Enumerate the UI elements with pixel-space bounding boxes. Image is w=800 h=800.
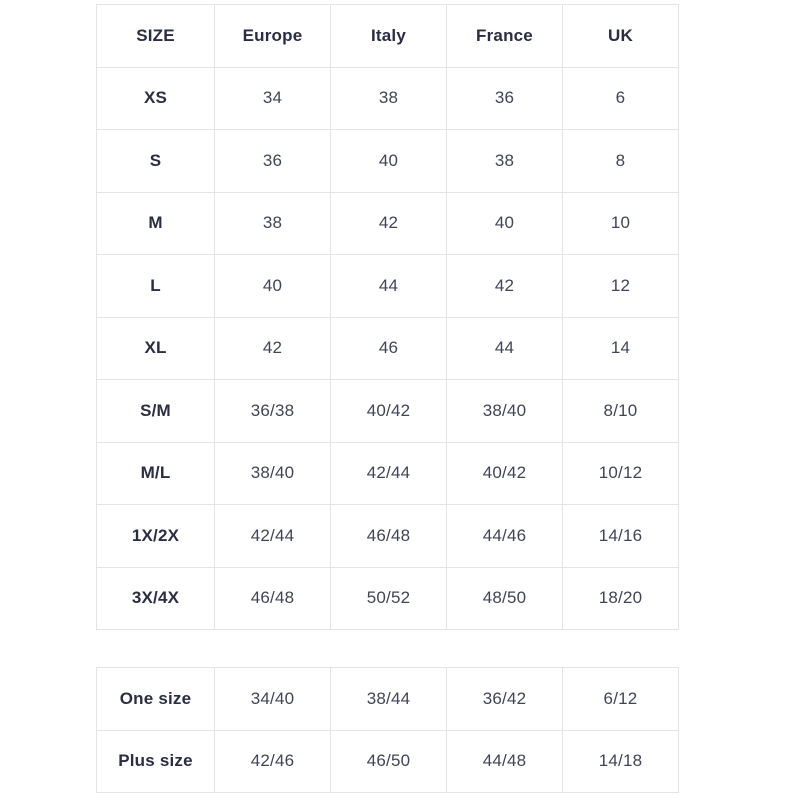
size-label: S xyxy=(96,129,215,193)
uk-value: 10 xyxy=(562,191,679,255)
europe-value: 42 xyxy=(214,316,331,380)
france-value: 44 xyxy=(446,316,563,380)
uk-value: 14/16 xyxy=(562,504,679,568)
column-header-france: France xyxy=(446,4,563,68)
size-label: 1X/2X xyxy=(96,504,215,568)
france-value: 48/50 xyxy=(446,566,563,630)
italy-value: 40 xyxy=(330,129,447,193)
table-header-row: SIZE Europe Italy France UK xyxy=(96,4,679,68)
uk-value: 14/18 xyxy=(562,729,679,793)
france-value: 42 xyxy=(446,254,563,318)
table-header: SIZE Europe Italy France UK xyxy=(96,4,679,68)
column-header-europe: Europe xyxy=(214,4,331,68)
italy-value: 50/52 xyxy=(330,566,447,630)
column-header-uk: UK xyxy=(562,4,679,68)
uk-value: 6/12 xyxy=(562,667,679,731)
size-label: XS xyxy=(96,66,215,130)
table-row: Plus size 42/46 46/50 44/48 14/18 xyxy=(96,729,679,793)
table-row: L 40 44 42 12 xyxy=(96,254,679,318)
europe-value: 42/44 xyxy=(214,504,331,568)
size-label: 3X/4X xyxy=(96,566,215,630)
size-label: S/M xyxy=(96,379,215,443)
italy-value: 38/44 xyxy=(330,667,447,731)
table-row: 3X/4X 46/48 50/52 48/50 18/20 xyxy=(96,566,679,630)
uk-value: 8 xyxy=(562,129,679,193)
italy-value: 46/50 xyxy=(330,729,447,793)
europe-value: 36 xyxy=(214,129,331,193)
europe-value: 38 xyxy=(214,191,331,255)
table-row: One size 34/40 38/44 36/42 6/12 xyxy=(96,667,679,731)
column-header-italy: Italy xyxy=(330,4,447,68)
europe-value: 42/46 xyxy=(214,729,331,793)
size-label: XL xyxy=(96,316,215,380)
table-body: XS 34 38 36 6 S 36 40 38 8 M 38 42 40 10 xyxy=(96,66,679,630)
uk-value: 12 xyxy=(562,254,679,318)
italy-value: 38 xyxy=(330,66,447,130)
europe-value: 34/40 xyxy=(214,667,331,731)
table-row: XL 42 46 44 14 xyxy=(96,316,679,380)
europe-value: 40 xyxy=(214,254,331,318)
size-label: Plus size xyxy=(96,729,215,793)
uk-value: 6 xyxy=(562,66,679,130)
europe-value: 34 xyxy=(214,66,331,130)
table-body: One size 34/40 38/44 36/42 6/12 Plus siz… xyxy=(96,667,679,793)
italy-value: 42/44 xyxy=(330,441,447,505)
europe-value: 36/38 xyxy=(214,379,331,443)
table-row: 1X/2X 42/44 46/48 44/46 14/16 xyxy=(96,504,679,568)
italy-value: 46/48 xyxy=(330,504,447,568)
france-value: 40 xyxy=(446,191,563,255)
france-value: 44/48 xyxy=(446,729,563,793)
size-label: M xyxy=(96,191,215,255)
size-label: One size xyxy=(96,667,215,731)
italy-value: 44 xyxy=(330,254,447,318)
size-label: L xyxy=(96,254,215,318)
uk-value: 10/12 xyxy=(562,441,679,505)
italy-value: 42 xyxy=(330,191,447,255)
uk-value: 18/20 xyxy=(562,566,679,630)
italy-value: 40/42 xyxy=(330,379,447,443)
table-row: S 36 40 38 8 xyxy=(96,129,679,193)
europe-value: 46/48 xyxy=(214,566,331,630)
italy-value: 46 xyxy=(330,316,447,380)
uk-value: 8/10 xyxy=(562,379,679,443)
france-value: 38 xyxy=(446,129,563,193)
france-value: 36/42 xyxy=(446,667,563,731)
size-label: M/L xyxy=(96,441,215,505)
table-row: S/M 36/38 40/42 38/40 8/10 xyxy=(96,379,679,443)
table-row: M 38 42 40 10 xyxy=(96,191,679,255)
table-row: XS 34 38 36 6 xyxy=(96,66,679,130)
france-value: 40/42 xyxy=(446,441,563,505)
europe-value: 38/40 xyxy=(214,441,331,505)
onesize-conversion-table: One size 34/40 38/44 36/42 6/12 Plus siz… xyxy=(96,667,679,793)
france-value: 38/40 xyxy=(446,379,563,443)
france-value: 44/46 xyxy=(446,504,563,568)
table-row: M/L 38/40 42/44 40/42 10/12 xyxy=(96,441,679,505)
size-conversion-table: SIZE Europe Italy France UK XS 34 38 36 … xyxy=(96,4,679,630)
column-header-size: SIZE xyxy=(96,4,215,68)
france-value: 36 xyxy=(446,66,563,130)
uk-value: 14 xyxy=(562,316,679,380)
